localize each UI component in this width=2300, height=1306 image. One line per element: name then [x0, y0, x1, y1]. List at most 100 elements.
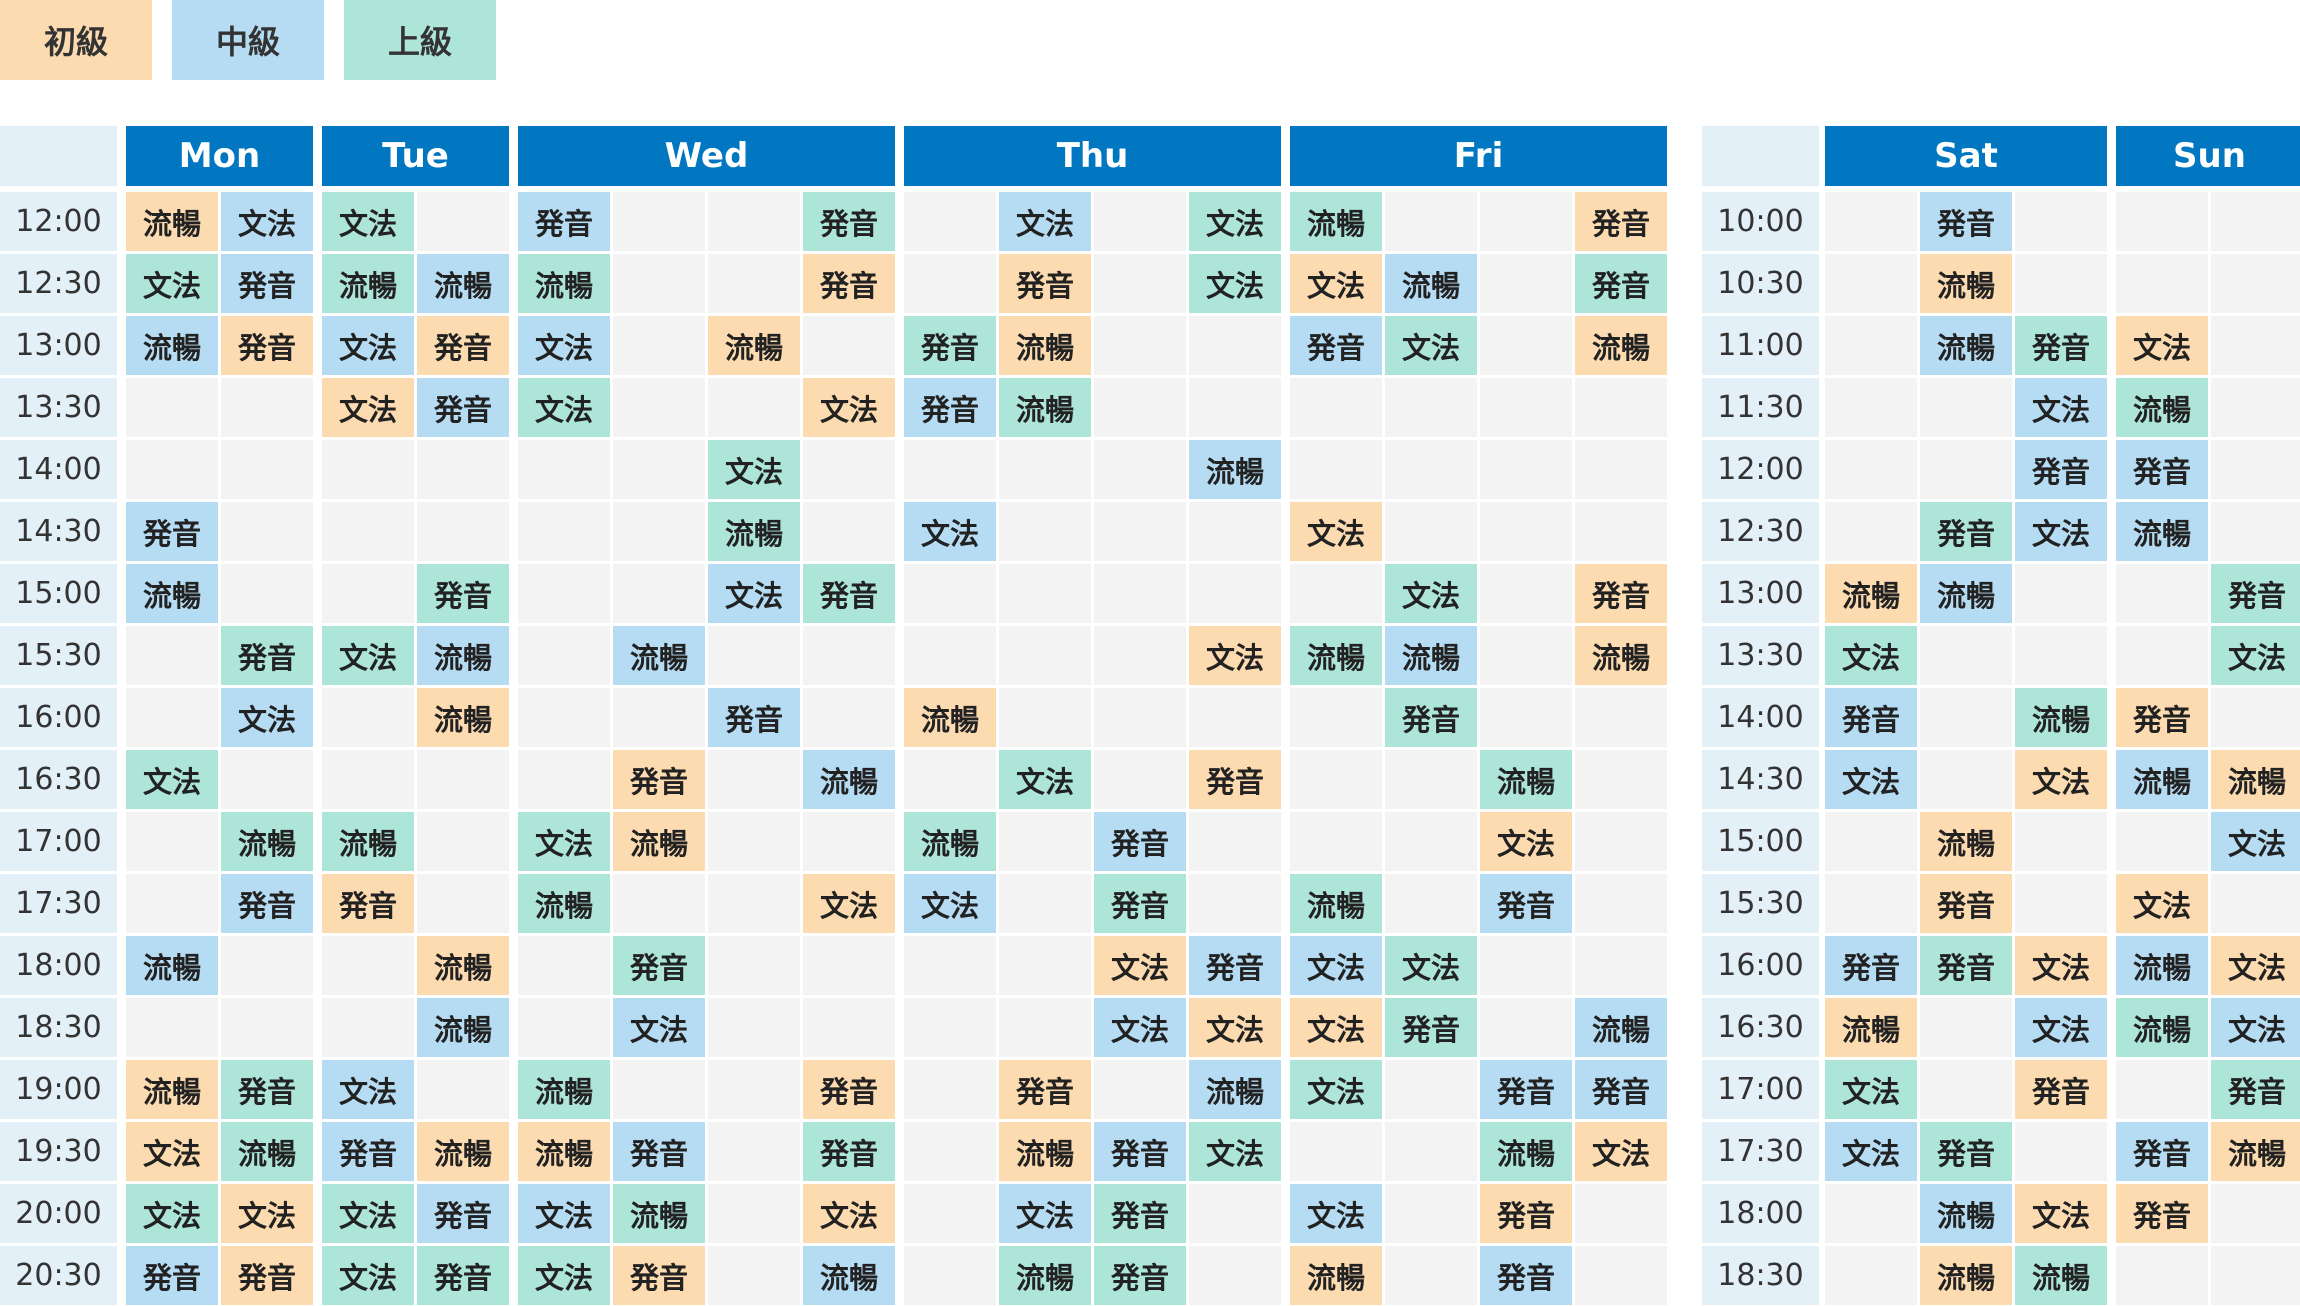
lesson-slot[interactable]: 発音 [1920, 1122, 2012, 1181]
lesson-slot[interactable]: 発音 [1385, 688, 1477, 747]
lesson-slot[interactable]: 発音 [1575, 192, 1667, 251]
lesson-slot[interactable]: 流暢 [1480, 750, 1572, 809]
lesson-slot[interactable]: 文法 [2211, 936, 2300, 995]
lesson-slot[interactable]: 流暢 [999, 316, 1091, 375]
lesson-slot[interactable]: 文法 [1290, 1184, 1382, 1243]
lesson-slot[interactable]: 発音 [803, 254, 895, 313]
lesson-slot[interactable]: 発音 [1920, 192, 2012, 251]
lesson-slot[interactable]: 発音 [1575, 254, 1667, 313]
lesson-slot[interactable]: 文法 [322, 316, 414, 375]
lesson-slot[interactable]: 発音 [1480, 874, 1572, 933]
lesson-slot[interactable]: 流暢 [1920, 1184, 2012, 1243]
lesson-slot[interactable]: 発音 [221, 316, 313, 375]
lesson-slot[interactable]: 文法 [518, 1184, 610, 1243]
lesson-slot[interactable]: 発音 [2116, 688, 2208, 747]
lesson-slot[interactable]: 発音 [1825, 688, 1917, 747]
lesson-slot[interactable]: 文法 [126, 1122, 218, 1181]
lesson-slot[interactable]: 流暢 [1480, 1122, 1572, 1181]
lesson-slot[interactable]: 発音 [221, 874, 313, 933]
lesson-slot[interactable]: 文法 [1290, 998, 1382, 1057]
lesson-slot[interactable]: 文法 [221, 1184, 313, 1243]
lesson-slot[interactable]: 発音 [1575, 1060, 1667, 1119]
lesson-slot[interactable]: 発音 [518, 192, 610, 251]
lesson-slot[interactable]: 文法 [708, 440, 800, 499]
lesson-slot[interactable]: 流暢 [613, 626, 705, 685]
lesson-slot[interactable]: 文法 [1290, 502, 1382, 561]
lesson-slot[interactable]: 発音 [613, 936, 705, 995]
lesson-slot[interactable]: 流暢 [322, 254, 414, 313]
lesson-slot[interactable]: 流暢 [1575, 626, 1667, 685]
lesson-slot[interactable]: 発音 [221, 1246, 313, 1305]
lesson-slot[interactable]: 発音 [126, 502, 218, 561]
lesson-slot[interactable]: 文法 [708, 564, 800, 623]
lesson-slot[interactable]: 発音 [417, 1184, 509, 1243]
lesson-slot[interactable]: 文法 [518, 812, 610, 871]
lesson-slot[interactable]: 流暢 [1920, 812, 2012, 871]
lesson-slot[interactable]: 文法 [904, 874, 996, 933]
lesson-slot[interactable]: 発音 [904, 316, 996, 375]
lesson-slot[interactable]: 流暢 [1290, 192, 1382, 251]
lesson-slot[interactable]: 発音 [2116, 1184, 2208, 1243]
lesson-slot[interactable]: 文法 [2015, 378, 2107, 437]
lesson-slot[interactable]: 文法 [518, 1246, 610, 1305]
lesson-slot[interactable]: 流暢 [999, 378, 1091, 437]
lesson-slot[interactable]: 発音 [803, 564, 895, 623]
lesson-slot[interactable]: 発音 [1920, 936, 2012, 995]
lesson-slot[interactable]: 文法 [1094, 936, 1186, 995]
lesson-slot[interactable]: 文法 [2211, 812, 2300, 871]
lesson-slot[interactable]: 発音 [708, 688, 800, 747]
lesson-slot[interactable]: 文法 [2211, 998, 2300, 1057]
lesson-slot[interactable]: 発音 [221, 254, 313, 313]
lesson-slot[interactable]: 流暢 [1189, 1060, 1281, 1119]
lesson-slot[interactable]: 文法 [322, 626, 414, 685]
lesson-slot[interactable]: 文法 [1189, 254, 1281, 313]
lesson-slot[interactable]: 文法 [2211, 626, 2300, 685]
lesson-slot[interactable]: 文法 [803, 1184, 895, 1243]
lesson-slot[interactable]: 流暢 [518, 254, 610, 313]
lesson-slot[interactable]: 発音 [803, 1060, 895, 1119]
lesson-slot[interactable]: 文法 [1825, 1060, 1917, 1119]
lesson-slot[interactable]: 流暢 [999, 1246, 1091, 1305]
lesson-slot[interactable]: 文法 [1189, 626, 1281, 685]
lesson-slot[interactable]: 文法 [1189, 998, 1281, 1057]
lesson-slot[interactable]: 流暢 [613, 812, 705, 871]
lesson-slot[interactable]: 発音 [1189, 750, 1281, 809]
lesson-slot[interactable]: 文法 [2015, 1184, 2107, 1243]
lesson-slot[interactable]: 流暢 [1920, 564, 2012, 623]
lesson-slot[interactable]: 文法 [1575, 1122, 1667, 1181]
lesson-slot[interactable]: 流暢 [2211, 1122, 2300, 1181]
lesson-slot[interactable]: 流暢 [904, 688, 996, 747]
lesson-slot[interactable]: 文法 [1385, 316, 1477, 375]
lesson-slot[interactable]: 流暢 [126, 192, 218, 251]
lesson-slot[interactable]: 流暢 [518, 1122, 610, 1181]
lesson-slot[interactable]: 流暢 [417, 688, 509, 747]
lesson-slot[interactable]: 流暢 [2116, 378, 2208, 437]
lesson-slot[interactable]: 発音 [1480, 1246, 1572, 1305]
lesson-slot[interactable]: 発音 [999, 254, 1091, 313]
lesson-slot[interactable]: 文法 [1290, 936, 1382, 995]
lesson-slot[interactable]: 文法 [322, 378, 414, 437]
lesson-slot[interactable]: 文法 [2015, 750, 2107, 809]
lesson-slot[interactable]: 流暢 [417, 998, 509, 1057]
lesson-slot[interactable]: 発音 [221, 1060, 313, 1119]
lesson-slot[interactable]: 文法 [904, 502, 996, 561]
lesson-slot[interactable]: 文法 [322, 1246, 414, 1305]
lesson-slot[interactable]: 発音 [1094, 1184, 1186, 1243]
lesson-slot[interactable]: 文法 [518, 378, 610, 437]
lesson-slot[interactable]: 発音 [1480, 1060, 1572, 1119]
lesson-slot[interactable]: 発音 [1385, 998, 1477, 1057]
lesson-slot[interactable]: 発音 [613, 1246, 705, 1305]
lesson-slot[interactable]: 流暢 [1825, 998, 1917, 1057]
lesson-slot[interactable]: 発音 [1920, 502, 2012, 561]
lesson-slot[interactable]: 発音 [1189, 936, 1281, 995]
lesson-slot[interactable]: 発音 [2015, 440, 2107, 499]
lesson-slot[interactable]: 流暢 [1920, 316, 2012, 375]
lesson-slot[interactable]: 文法 [126, 254, 218, 313]
lesson-slot[interactable]: 文法 [1825, 626, 1917, 685]
lesson-slot[interactable]: 文法 [1189, 1122, 1281, 1181]
lesson-slot[interactable]: 流暢 [322, 812, 414, 871]
lesson-slot[interactable]: 流暢 [1290, 626, 1382, 685]
lesson-slot[interactable]: 流暢 [417, 936, 509, 995]
lesson-slot[interactable]: 流暢 [1189, 440, 1281, 499]
lesson-slot[interactable]: 発音 [2015, 316, 2107, 375]
